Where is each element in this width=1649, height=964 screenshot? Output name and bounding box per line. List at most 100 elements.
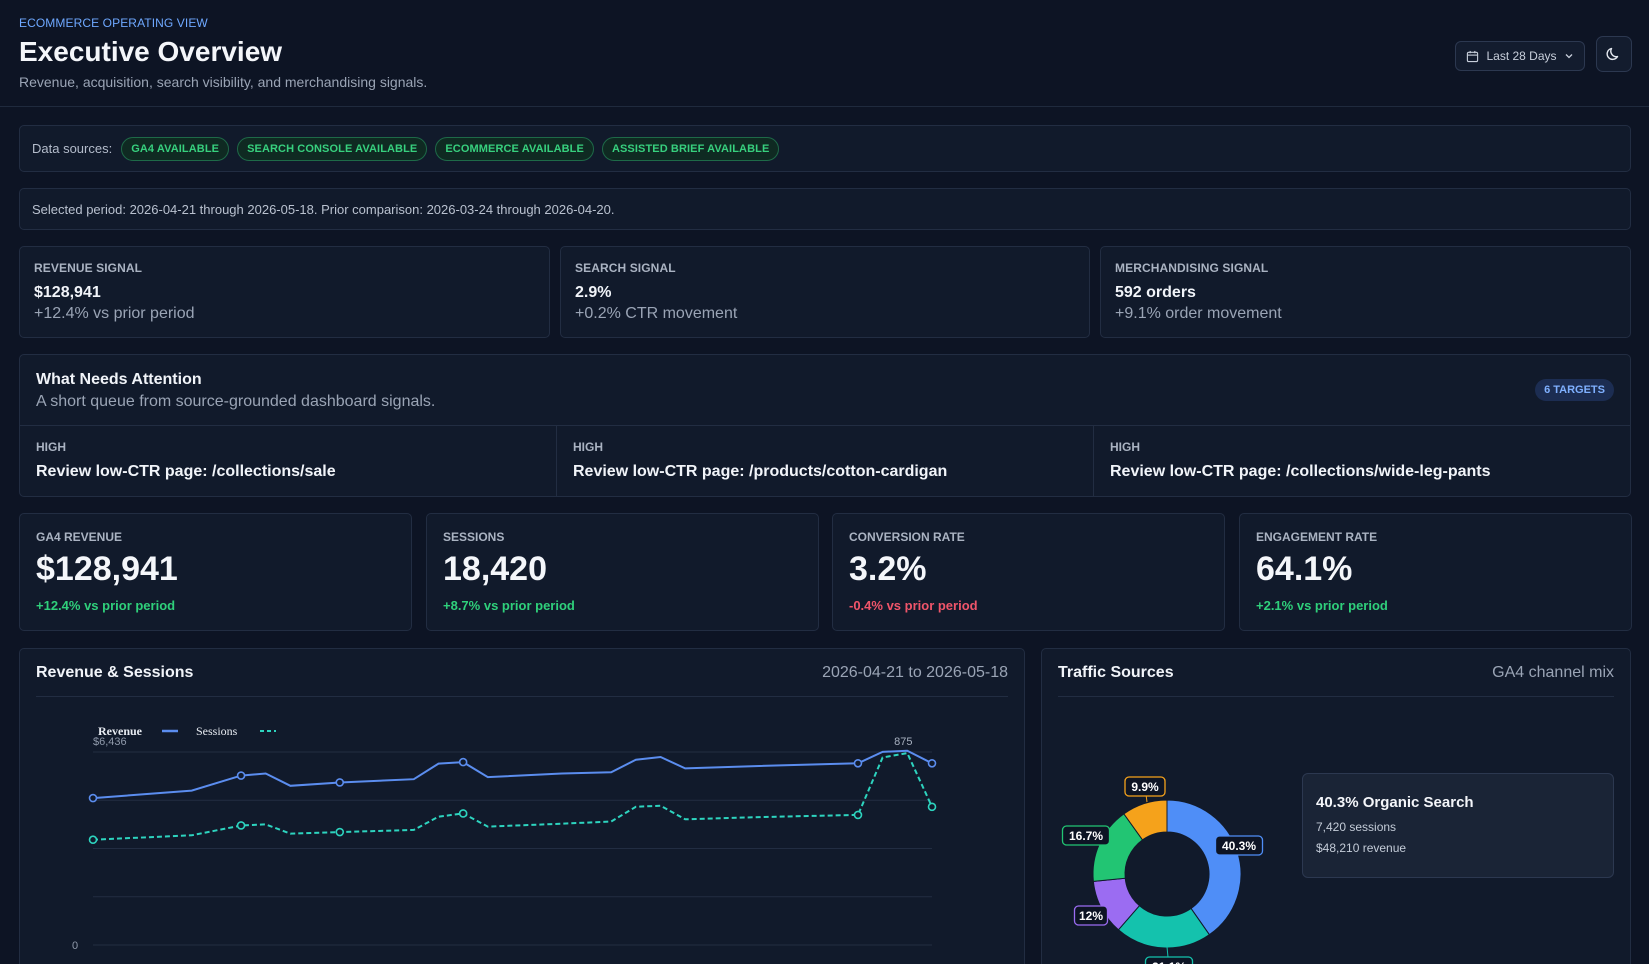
kpi-delta: -0.4% vs prior period — [849, 598, 978, 613]
page-title: Executive Overview — [19, 36, 283, 67]
calendar-icon — [1467, 50, 1479, 62]
source-pill-search-console: SEARCH CONSOLE AVAILABLE — [237, 136, 428, 161]
signal-card-revenue: REVENUE SIGNAL $128,941 +12.4% vs prior … — [19, 246, 550, 338]
kpi-label: CONVERSION RATE — [849, 530, 965, 544]
attention-item[interactable]: HIGH Review low-CTR page: /products/cott… — [557, 426, 1094, 497]
signal-value: 592 orders — [1115, 284, 1196, 301]
source-pill-ga4: GA4 AVAILABLE — [121, 136, 230, 161]
kpi-value: $128,941 — [36, 550, 178, 588]
date-range-label: Last 28 Days — [1486, 49, 1557, 63]
attention-priority: HIGH — [1110, 440, 1140, 454]
data-point — [88, 835, 98, 845]
slice-label: 12% — [1079, 909, 1103, 923]
data-point — [927, 758, 937, 768]
data-point — [853, 758, 863, 768]
kpi-delta: +2.1% vs prior period — [1256, 598, 1388, 613]
signal-label: REVENUE SIGNAL — [34, 261, 143, 275]
series-line-sessions — [92, 751, 933, 841]
data-sources-label: Data sources: — [32, 141, 113, 156]
source-pill-ecommerce: ECOMMERCE AVAILABLE — [435, 136, 594, 161]
slice-label-box — [1124, 776, 1166, 797]
data-point — [458, 757, 468, 767]
chevron-down-icon — [1565, 54, 1572, 59]
slice-label: 40.3% — [1222, 839, 1256, 853]
data-point — [458, 809, 468, 818]
period-text: Selected period: 2026-04-21 through 2026… — [32, 201, 615, 217]
signal-value: $128,941 — [34, 284, 101, 301]
attention-item[interactable]: HIGH Review low-CTR page: /collections/w… — [1094, 426, 1630, 497]
signal-value: 2.9% — [575, 284, 612, 301]
series-line-revenue — [92, 749, 933, 800]
targets-badge: 6 TARGETS — [1535, 379, 1614, 401]
data-point — [335, 778, 345, 787]
data-point — [88, 793, 98, 803]
y-axis-tick-label: 0 — [72, 940, 78, 952]
attention-panel: What Needs Attention A short queue from … — [19, 354, 1631, 497]
signal-card-search: SEARCH SIGNAL 2.9% +0.2% CTR movement — [560, 246, 1090, 338]
period-note: Selected period: 2026-04-21 through 2026… — [19, 188, 1631, 230]
kpi-card-ga4-revenue: GA4 REVENUE $128,941 +12.4% vs prior per… — [19, 513, 412, 631]
traffic-sources-card: Traffic Sources GA4 channel mix 40.3% 21.… — [1041, 648, 1631, 964]
donut-slice — [1166, 799, 1242, 936]
date-range-button[interactable]: Last 28 Days — [1455, 41, 1585, 71]
kpi-label: SESSIONS — [443, 530, 505, 544]
page-subtitle: Revenue, acquisition, search visibility,… — [19, 74, 428, 90]
slice-label-box — [1214, 835, 1264, 856]
kpi-label: GA4 REVENUE — [36, 530, 123, 544]
card-title: Traffic Sources — [1058, 663, 1174, 681]
data-point — [853, 810, 863, 820]
revenue-sessions-chart: $6,436 0 875 Revenue Sessions — [72, 724, 937, 952]
attention-subtitle: A short queue from source-grounded dashb… — [36, 393, 436, 410]
traffic-donut-chart: 40.3% 21.1% 12% 16.7% 9.9% — [1061, 776, 1264, 964]
kpi-card-sessions: SESSIONS 18,420 +8.7% vs prior period — [426, 513, 819, 631]
card-meta: GA4 channel mix — [1492, 663, 1614, 681]
attention-title: What Needs Attention — [36, 371, 202, 388]
signal-sub: +12.4% vs prior period — [34, 305, 195, 322]
attention-item[interactable]: HIGH Review low-CTR page: /collections/s… — [20, 426, 557, 497]
attention-priority: HIGH — [36, 440, 66, 454]
slice-label-box — [1073, 905, 1109, 926]
callout-sessions: 7,420 sessions — [1316, 820, 1397, 834]
data-point — [335, 827, 345, 837]
slice-label-box — [1061, 825, 1111, 846]
kpi-label: ENGAGEMENT RATE — [1256, 530, 1378, 544]
data-point — [927, 802, 937, 812]
attention-priority: HIGH — [573, 440, 603, 454]
theme-toggle-button[interactable] — [1596, 36, 1632, 72]
callout-title: 40.3% Organic Search — [1316, 794, 1474, 811]
signal-sub: +9.1% order movement — [1115, 305, 1282, 322]
legend-label-sessions: Sessions — [196, 724, 238, 738]
data-point — [236, 821, 246, 830]
slice-label: 9.9% — [1131, 780, 1159, 794]
kpi-delta: +8.7% vs prior period — [443, 598, 575, 613]
donut-slice — [1123, 799, 1168, 841]
callout-revenue: $48,210 revenue — [1316, 841, 1407, 855]
kpi-value: 64.1% — [1256, 550, 1353, 588]
kpi-value: 3.2% — [849, 550, 927, 588]
revenue-sessions-card: Revenue & Sessions 2026-04-21 to 2026-05… — [19, 648, 1025, 964]
data-point — [236, 771, 246, 780]
kpi-value: 18,420 — [443, 550, 547, 588]
data-sources-bar: Data sources: GA4 AVAILABLE SEARCH CONSO… — [19, 125, 1631, 172]
attention-text: Review low-CTR page: /products/cotton-ca… — [573, 463, 948, 480]
attention-text: Review low-CTR page: /collections/wide-l… — [1110, 463, 1491, 480]
moon-icon — [1606, 47, 1619, 61]
card-meta: 2026-04-21 to 2026-05-18 — [822, 663, 1008, 681]
data-label: 875 — [894, 736, 912, 748]
page-eyebrow: ECOMMERCE OPERATING VIEW — [19, 16, 208, 30]
attention-text: Review low-CTR page: /collections/sale — [36, 463, 336, 480]
card-title: Revenue & Sessions — [36, 663, 194, 681]
signal-label: MERCHANDISING SIGNAL — [1115, 261, 1269, 275]
kpi-card-engagement-rate: ENGAGEMENT RATE 64.1% +2.1% vs prior per… — [1239, 513, 1632, 631]
slice-label: 21.1% — [1152, 960, 1186, 964]
legend-label-revenue: Revenue — [98, 724, 143, 738]
signal-label: SEARCH SIGNAL — [575, 261, 676, 275]
slice-label-box — [1144, 956, 1194, 964]
source-pill-assisted-brief: ASSISTED BRIEF AVAILABLE — [601, 136, 780, 161]
channel-callout: 40.3% Organic Search 7,420 sessions $48,… — [1302, 773, 1614, 878]
page-header: ECOMMERCE OPERATING VIEW Executive Overv… — [0, 0, 1649, 107]
y-axis-tick-label: $6,436 — [93, 736, 127, 748]
signal-sub: +0.2% CTR movement — [575, 305, 738, 322]
signal-card-merchandising: MERCHANDISING SIGNAL 592 orders +9.1% or… — [1100, 246, 1631, 338]
kpi-delta: +12.4% vs prior period — [36, 598, 176, 613]
